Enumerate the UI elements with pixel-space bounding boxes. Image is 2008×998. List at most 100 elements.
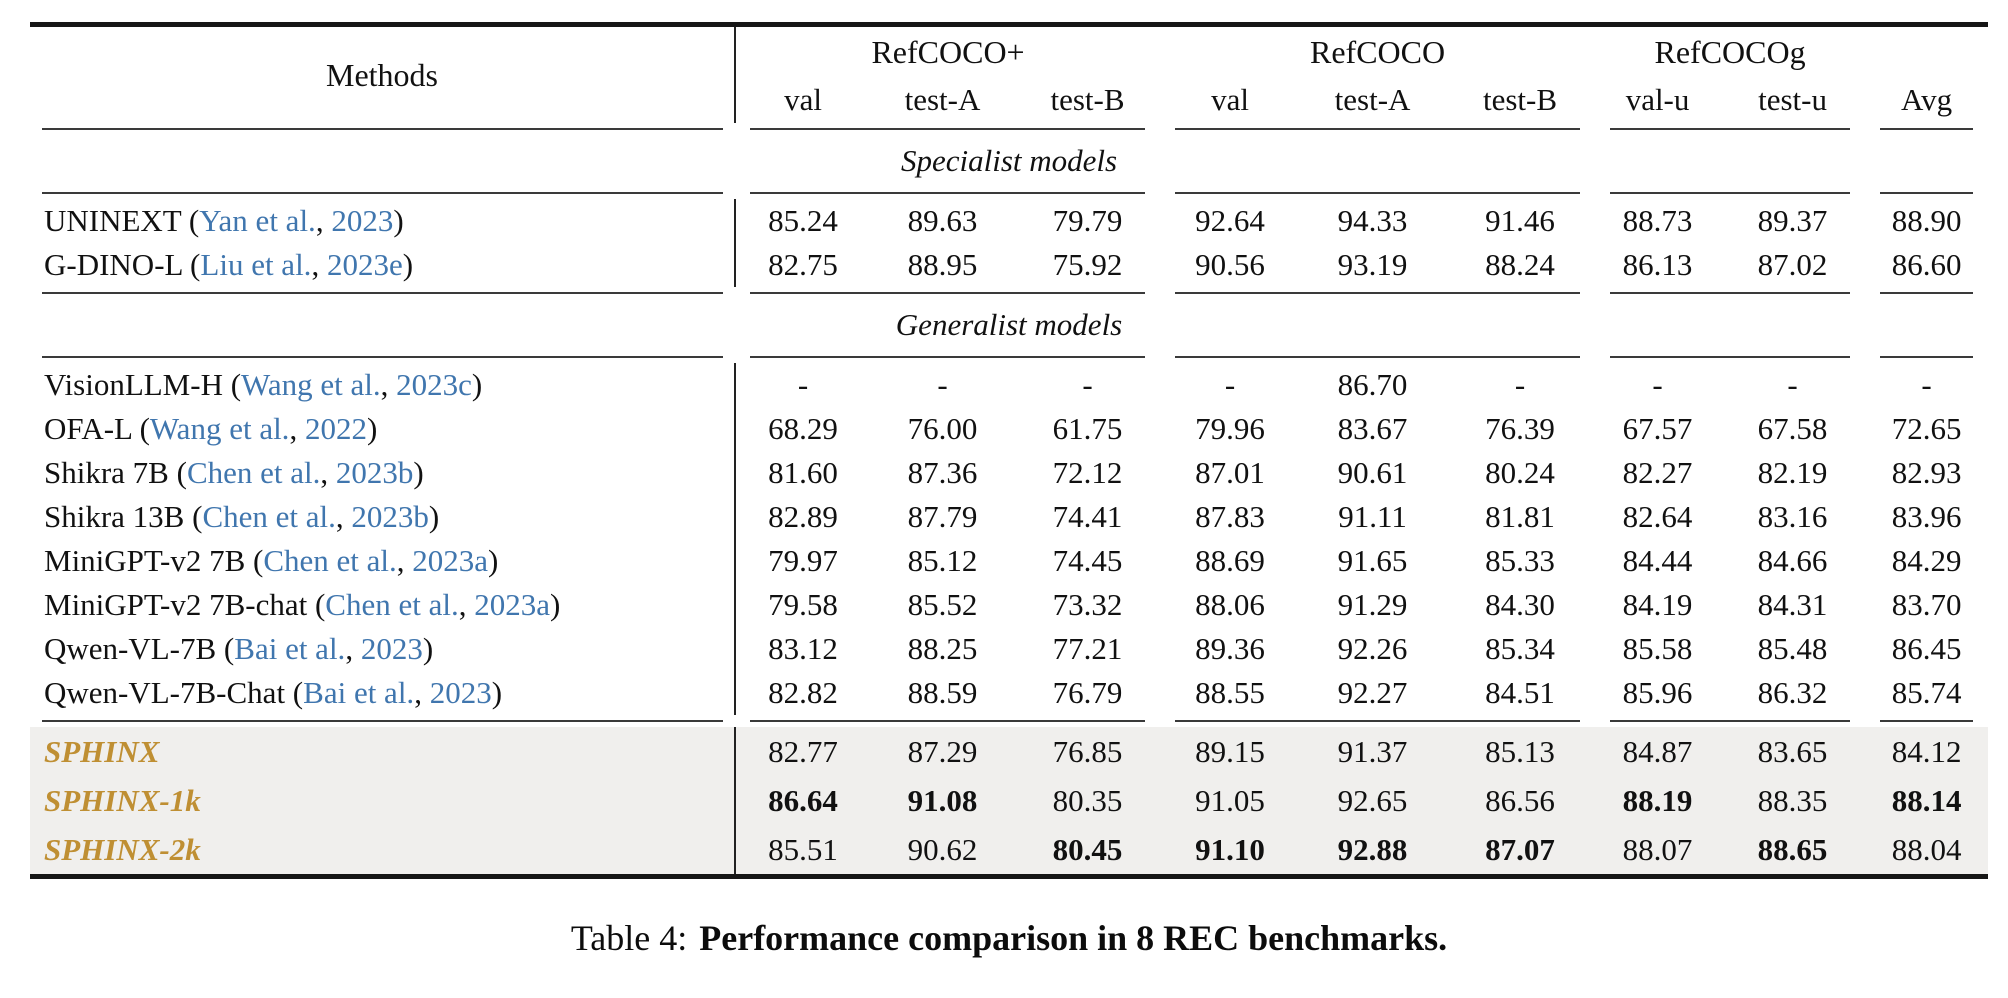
citation-author-link[interactable]: Wang et al. [149, 411, 290, 446]
citation-year-link[interactable]: 2023c [396, 367, 472, 402]
citation-author-link[interactable]: Chen et al. [325, 587, 459, 622]
citation-year-link[interactable]: 2023b [335, 455, 414, 490]
value-cell: - [1921, 367, 1932, 402]
horizontal-rule [1880, 192, 1974, 194]
citation-year-link[interactable]: 2023a [474, 587, 550, 622]
value-cell: 84.66 [1757, 543, 1828, 578]
section-header-row: Generalist models [30, 299, 1988, 351]
citation-author-link[interactable]: Liu et al. [200, 247, 312, 282]
value-cell: 88.07 [1622, 831, 1693, 867]
value-cell: 88.95 [907, 247, 978, 282]
citation-year-link[interactable]: 2023b [351, 499, 429, 534]
method-cell: SPHINX [30, 727, 736, 776]
method-name: G-DINO-L ( [44, 247, 201, 282]
rule-segment [1865, 351, 1988, 363]
value-cell: 81.60 [768, 455, 838, 490]
rule-segment [30, 287, 735, 299]
citation-author-link[interactable]: Bai et al. [234, 631, 346, 666]
citation-author-link[interactable]: Wang et al. [241, 367, 381, 402]
value-cell: 80.45 [1052, 831, 1123, 867]
value-cell: 88.24 [1485, 247, 1555, 282]
value-cell: 86.60 [1891, 247, 1962, 282]
rule-segment [1595, 287, 1865, 299]
horizontal-rule [1610, 128, 1851, 130]
col-header-avg: Avg [1901, 82, 1953, 117]
caption-label: Table 4: [570, 918, 688, 958]
method-cell: UNINEXT (Yan et al., 2023) [30, 199, 736, 243]
value-cell: 88.73 [1622, 203, 1693, 238]
horizontal-rule [42, 128, 723, 130]
col-header-methods: Methods [30, 24, 736, 123]
citation-author-link[interactable]: Chen et al. [186, 455, 321, 490]
table-row: Shikra 7B (Chen et al., 2023b) 81.60 87.36… [30, 451, 1988, 495]
method-cell: SPHINX-2k [30, 825, 736, 877]
table-caption: Table 4: Performance comparison in 8 REC … [30, 917, 1988, 959]
method-name-close-paren: ) [422, 631, 434, 666]
value-cell: 85.48 [1757, 631, 1828, 666]
method-name-close-paren: ) [413, 455, 424, 490]
value-cell: 86.70 [1337, 367, 1408, 402]
value-cell: 91.05 [1195, 782, 1265, 818]
citation-separator: , [345, 631, 361, 666]
horizontal-rule [1175, 292, 1581, 294]
citation-year-link[interactable]: 2023 [360, 631, 423, 666]
value-cell: 86.32 [1757, 675, 1828, 710]
table-row: UNINEXT (Yan et al., 2023) 85.24 89.63 79.7… [30, 199, 1988, 243]
rule-segment [735, 287, 1160, 299]
horizontal-rule [1880, 720, 1974, 722]
method-cell: Shikra 7B (Chen et al., 2023b) [30, 451, 736, 495]
value-cell: 76.00 [907, 411, 978, 446]
citation-author-link[interactable]: Chen et al. [263, 543, 397, 578]
value-cell: 83.96 [1891, 499, 1962, 534]
citation-year-link[interactable]: 2023a [412, 543, 489, 578]
section-title: Generalist models [895, 307, 1123, 342]
method-name: Shikra 7B ( [44, 455, 187, 490]
citation-year-link[interactable]: 2022 [304, 411, 367, 446]
value-cell: 82.77 [768, 733, 838, 769]
value-cell: 84.30 [1485, 587, 1555, 622]
value-cell: 76.85 [1052, 733, 1123, 769]
value-cell: 82.19 [1757, 455, 1828, 490]
value-cell: 88.65 [1757, 831, 1828, 867]
citation-separator: , [458, 587, 475, 622]
citation-author-link[interactable]: Bai et al. [303, 675, 415, 710]
rule-row [30, 187, 1988, 199]
citation-year-link[interactable]: 2023e [326, 247, 403, 282]
value-cell: 82.93 [1891, 455, 1962, 490]
value-cell: 85.96 [1622, 675, 1693, 710]
method-name-close-paren: ) [488, 543, 499, 578]
citation-separator: , [320, 455, 336, 490]
horizontal-rule [1175, 720, 1581, 722]
col-header-refcoco-plus-test-a: test-A [904, 82, 981, 117]
results-table: Methods RefCOCO+ RefCOCO RefCOCOg val te… [30, 22, 1989, 879]
value-cell: 83.65 [1757, 733, 1828, 769]
method-name: OFA-L ( [44, 411, 150, 446]
horizontal-rule [1610, 292, 1851, 294]
value-cell: 82.82 [768, 675, 838, 710]
horizontal-rule [1610, 192, 1851, 194]
value-cell: 88.14 [1891, 782, 1962, 818]
horizontal-rule [750, 356, 1146, 358]
table-row: Qwen-VL-7B (Bai et al., 2023) 83.12 88.25 7… [30, 627, 1988, 671]
value-cell: 88.90 [1891, 203, 1962, 238]
value-cell: 86.45 [1891, 631, 1962, 666]
horizontal-rule [1880, 128, 1974, 130]
method-cell: MiniGPT-v2 7B-chat (Chen et al., 2023a) [30, 583, 736, 627]
value-cell: 80.24 [1485, 455, 1555, 490]
value-cell: 82.89 [768, 499, 838, 534]
citation-year-link[interactable]: 2023 [429, 675, 492, 710]
horizontal-rule [750, 128, 1146, 130]
citation-author-link[interactable]: Chen et al. [202, 499, 336, 534]
citation-separator: , [335, 499, 352, 534]
citation-author-link[interactable]: Yan et al. [199, 203, 316, 238]
method-cell: Qwen-VL-7B (Bai et al., 2023) [30, 627, 736, 671]
citation-year-link[interactable]: 2023 [331, 203, 394, 238]
value-cell: 67.57 [1622, 411, 1693, 446]
value-cell: 86.64 [768, 782, 838, 818]
value-cell: 85.52 [907, 587, 978, 622]
value-cell: 88.04 [1891, 831, 1962, 867]
value-cell: 92.26 [1337, 631, 1408, 666]
method-name-close-paren: ) [428, 499, 440, 534]
col-header-refcoco-plus-val: val [784, 82, 822, 117]
value-cell: 82.64 [1622, 499, 1693, 534]
